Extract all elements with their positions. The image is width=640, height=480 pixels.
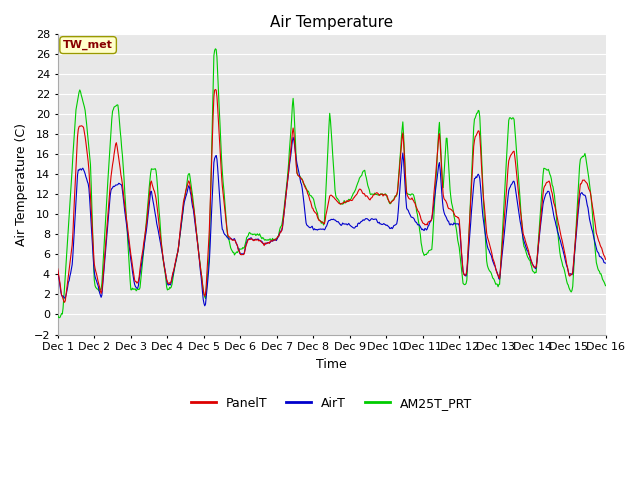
Text: TW_met: TW_met [63,40,113,50]
Legend: PanelT, AirT, AM25T_PRT: PanelT, AirT, AM25T_PRT [186,392,477,415]
X-axis label: Time: Time [316,358,347,371]
Title: Air Temperature: Air Temperature [270,15,393,30]
Y-axis label: Air Temperature (C): Air Temperature (C) [15,123,28,246]
